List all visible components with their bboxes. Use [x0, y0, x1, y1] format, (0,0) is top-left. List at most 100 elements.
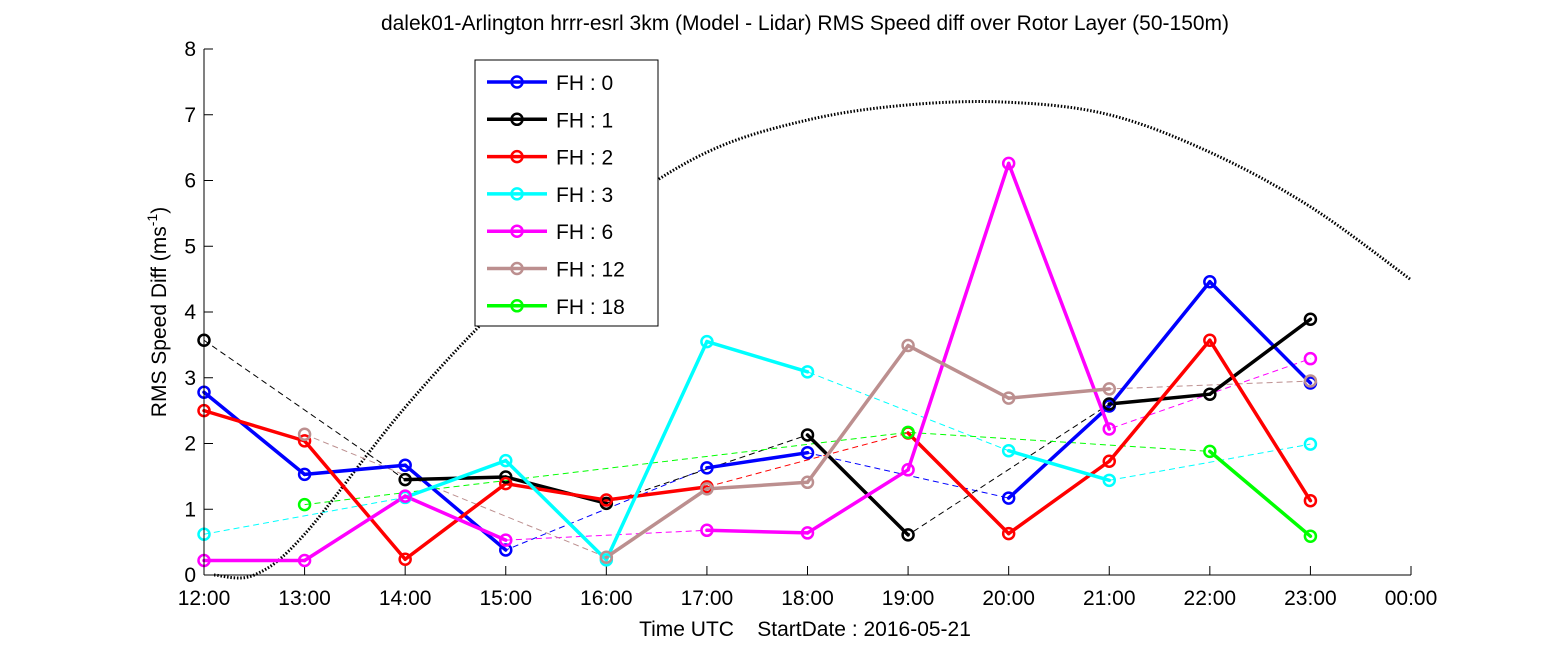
- data-point: [499, 533, 513, 547]
- x-tick-label: 16:00: [580, 587, 633, 610]
- data-point: [1303, 351, 1318, 366]
- y-tick-label: 0: [184, 564, 196, 587]
- series-segment: [906, 431, 1011, 536]
- data-point: [901, 528, 915, 542]
- legend-swatch-marker: [510, 149, 524, 164]
- y-axis-label: RMS Speed Diff (ms-1): [144, 207, 171, 417]
- data-point: [1001, 491, 1016, 505]
- series-segment: [604, 485, 709, 502]
- x-tick-label: 21:00: [1083, 587, 1136, 610]
- legend-swatch-marker: [510, 187, 524, 201]
- y-tick-label: 2: [184, 433, 196, 456]
- x-tick-label: 12:00: [178, 587, 231, 610]
- series-segment: [202, 390, 307, 477]
- legend-entry-label: FH : 1: [556, 109, 613, 132]
- data-point: [1303, 529, 1318, 543]
- series-segment: [1006, 404, 1111, 500]
- series-segment: [1006, 459, 1111, 536]
- y-axis-label-main: RMS Speed Diff (ms: [148, 226, 171, 417]
- legend-entry-label: FH : 12: [556, 259, 625, 282]
- data-point: [800, 365, 815, 379]
- data-point: [1203, 387, 1217, 401]
- data-point: [700, 334, 714, 349]
- series-segment: [805, 343, 910, 485]
- data-point: [1203, 333, 1217, 348]
- x-tick-label: 18:00: [781, 587, 834, 610]
- plot-area: [204, 49, 1411, 575]
- data-point: [599, 550, 614, 564]
- series-segment: [1208, 317, 1313, 396]
- data-point: [398, 489, 412, 503]
- data-point: [700, 461, 714, 475]
- y-tick-label: 6: [184, 170, 196, 193]
- series-segment: [604, 339, 709, 562]
- data-point: [1303, 312, 1318, 326]
- data-point: [1001, 156, 1016, 171]
- data-point: [901, 425, 915, 440]
- x-axis-label: Time UTC StartDate : 2016-05-21: [639, 618, 971, 641]
- y-tick-label: 5: [184, 235, 196, 258]
- y-tick-label: 7: [184, 104, 196, 127]
- x-tick-label: 17:00: [681, 587, 734, 610]
- legend-entry-label: FH : 2: [556, 147, 613, 170]
- data-point: [700, 482, 714, 496]
- series-segment: [705, 528, 810, 535]
- legend-swatch-marker: [510, 261, 524, 276]
- chart-title: dalek01-Arlington hrrr-esrl 3km (Model -…: [381, 12, 1229, 35]
- data-point: [1102, 473, 1116, 488]
- legend-entry-label: FH : 3: [556, 184, 613, 207]
- data-point: [499, 453, 513, 468]
- x-tick-label: 14:00: [379, 587, 432, 610]
- series-segment: [1107, 280, 1212, 408]
- series-segment: [705, 450, 810, 470]
- data-point: [297, 427, 312, 442]
- legend-entry-label: FH : 0: [556, 72, 613, 95]
- series-segment: [403, 458, 508, 500]
- series-segment: [705, 339, 810, 374]
- marker-layer: [197, 156, 1318, 568]
- data-point: [1102, 397, 1116, 411]
- data-point: [901, 463, 915, 477]
- y-tick-label: 1: [184, 498, 196, 521]
- series-segment: [202, 408, 307, 443]
- series-segment: [705, 480, 810, 491]
- series-segment: [1208, 338, 1313, 503]
- series-segment: [906, 161, 1011, 472]
- legend-entry-label: FH : 18: [556, 296, 625, 319]
- data-point: [1001, 391, 1016, 405]
- legend-swatch-marker: [510, 75, 524, 89]
- series-segment: [403, 494, 508, 542]
- data-point: [1102, 422, 1116, 436]
- legend: FH : 0 FH : 1 FH : 2 FH : 3 FH : 6 FH : 12 FH …: [474, 59, 659, 327]
- y-tick-label: 8: [184, 38, 196, 61]
- data-point: [1303, 374, 1318, 388]
- x-tick-label: 13:00: [278, 587, 331, 610]
- series-segment: [302, 494, 407, 563]
- series-segment: [403, 481, 508, 561]
- data-point: [1303, 493, 1318, 508]
- series-segment: [504, 481, 609, 502]
- data-point: [398, 458, 412, 472]
- data-point: [499, 470, 513, 484]
- data-point: [297, 553, 312, 568]
- data-point: [1303, 437, 1318, 451]
- data-point: [1102, 454, 1116, 469]
- data-point: [1102, 382, 1116, 396]
- y-tick-label: 3: [184, 367, 196, 390]
- series-segment: [805, 433, 910, 537]
- series-segment: [604, 487, 709, 559]
- data-point: [800, 445, 815, 460]
- data-point: [1203, 275, 1217, 289]
- x-tick-label: 23:00: [1284, 587, 1337, 610]
- y-axis-label-sup: -1: [144, 214, 160, 227]
- legend-entry-label: FH : 6: [556, 221, 613, 244]
- data-point: [1001, 526, 1016, 541]
- series-segment: [906, 343, 1011, 400]
- data-point: [1001, 443, 1016, 458]
- x-tick-label: 22:00: [1184, 587, 1237, 610]
- reference-curve-layer: [213, 100, 1412, 580]
- data-point: [800, 428, 815, 442]
- data-point: [398, 472, 412, 487]
- series-segment: [1006, 448, 1111, 483]
